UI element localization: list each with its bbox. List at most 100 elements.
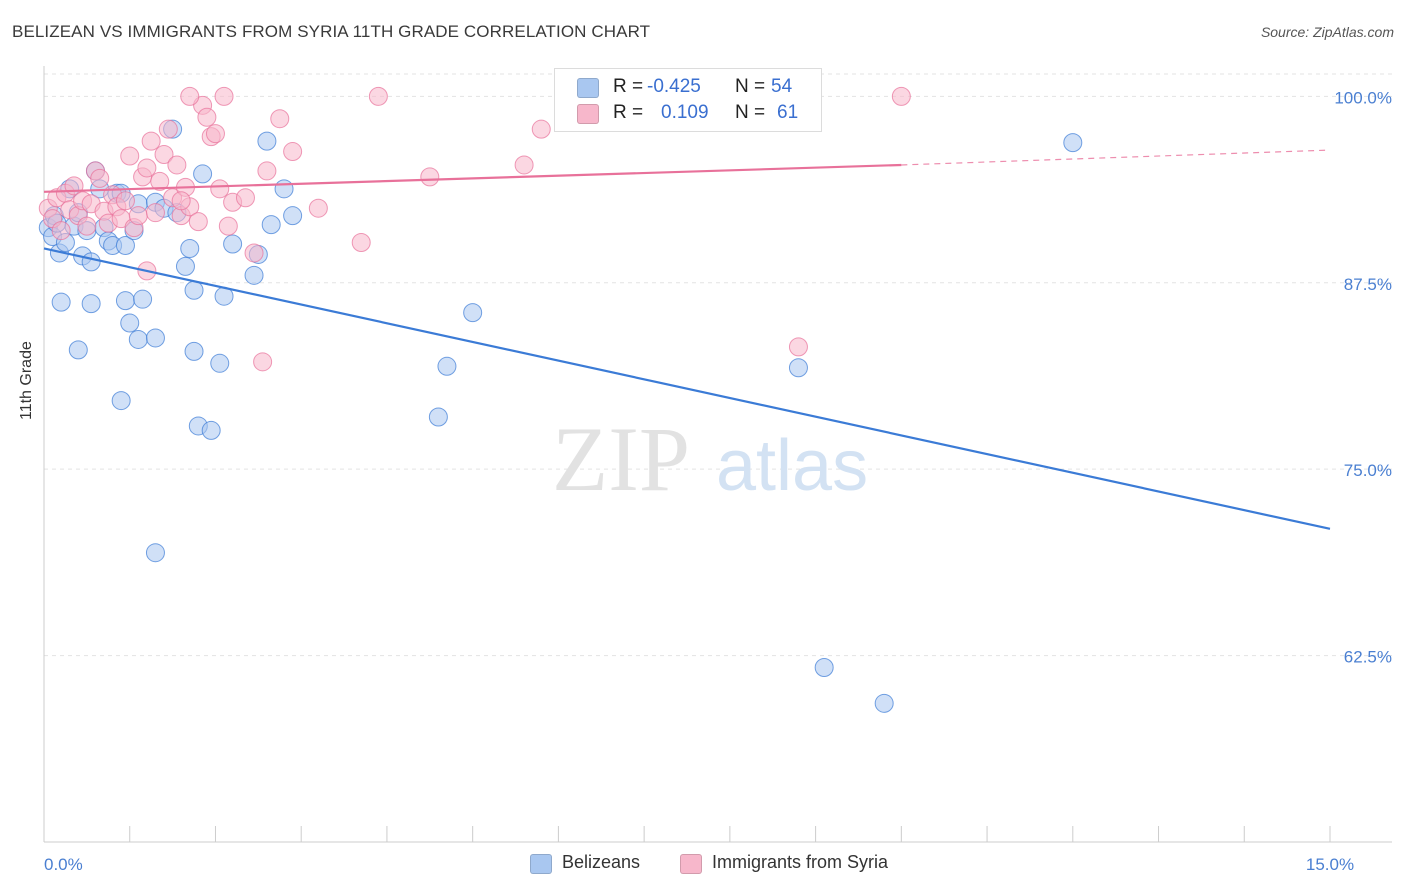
point-syria (137, 158, 157, 178)
point-syria (171, 191, 191, 211)
point-belizeans (145, 328, 165, 348)
point-syria (257, 161, 277, 181)
y-tick-label: 75.0% (1344, 461, 1392, 480)
legend-swatch-belizeans (530, 854, 552, 874)
point-syria (270, 109, 290, 129)
trend-line-syria-extension (901, 149, 1331, 166)
point-syria (218, 216, 238, 236)
point-syria (235, 188, 255, 208)
legend-n-label: N = (735, 102, 766, 123)
point-syria (210, 179, 230, 199)
point-belizeans (874, 693, 894, 713)
point-belizeans (788, 358, 808, 378)
point-belizeans (145, 543, 165, 563)
point-belizeans (115, 235, 135, 255)
point-syria (205, 124, 225, 144)
point-belizeans (128, 329, 148, 349)
watermark-zip: ZIP (552, 408, 690, 510)
point-syria (115, 191, 135, 211)
point-belizeans (184, 280, 204, 300)
trend-line-syria (43, 163, 902, 193)
point-belizeans (261, 215, 281, 235)
tick-labels: 100.0% 87.5% 75.0% 62.5% 0.0% 15.0% (44, 88, 1392, 874)
point-belizeans (115, 291, 135, 311)
point-belizeans (463, 303, 483, 323)
point-syria (154, 145, 174, 165)
point-belizeans (223, 234, 243, 254)
point-syria (308, 198, 328, 218)
legend-n-value: 54 (771, 76, 793, 97)
point-syria (77, 216, 97, 236)
point-belizeans (120, 313, 140, 333)
point-belizeans (81, 252, 101, 272)
legend-r-label: R = (613, 102, 644, 123)
source-label: Source: ZipAtlas.com (1260, 24, 1394, 40)
legend-swatch-syria (577, 104, 599, 124)
watermark-atlas: atlas (716, 426, 868, 506)
axes (43, 66, 1392, 843)
point-syria (51, 221, 71, 241)
legend-label-belizeans: Belizeans (562, 852, 641, 872)
legend-r-value: -0.425 (647, 76, 701, 97)
point-syria (167, 155, 187, 175)
point-syria (420, 167, 440, 187)
point-belizeans (244, 265, 264, 285)
legend-swatch-syria (680, 854, 702, 874)
point-syria (145, 203, 165, 223)
y-axis-label: 11th Grade (18, 341, 35, 420)
point-syria (891, 86, 911, 106)
legend-row-syria: R = 0.109 N = 61 (555, 102, 821, 126)
point-belizeans (175, 256, 195, 276)
point-belizeans (193, 164, 213, 184)
point-belizeans (210, 353, 230, 373)
point-belizeans (428, 407, 448, 427)
legend-row-belizeans: R = -0.425 N = 54 (555, 76, 821, 100)
data-points (38, 86, 1083, 713)
stats-legend: R = -0.425 N = 54 R = 0.109 N = 61 (554, 68, 822, 132)
legend-label-syria: Immigrants from Syria (712, 852, 889, 872)
point-syria (368, 86, 388, 106)
point-belizeans (81, 294, 101, 314)
point-belizeans (201, 420, 221, 440)
point-belizeans (437, 356, 457, 376)
point-syria (188, 212, 208, 232)
legend-n-label: N = (735, 76, 766, 97)
y-tick-label: 87.5% (1344, 275, 1392, 294)
y-tick-label: 100.0% (1334, 88, 1392, 107)
legend-n-value: 61 (777, 102, 799, 123)
point-belizeans (814, 658, 834, 678)
trend-lines (43, 149, 1331, 530)
point-syria (531, 119, 551, 139)
point-syria (253, 352, 273, 372)
point-belizeans (68, 340, 88, 360)
point-belizeans (257, 131, 277, 151)
point-syria (514, 155, 534, 175)
legend-r-label: R = (613, 76, 644, 97)
trend-line-belizeans (43, 247, 1331, 530)
point-syria (128, 206, 148, 226)
chart-title: BELIZEAN VS IMMIGRANTS FROM SYRIA 11TH G… (12, 22, 651, 41)
x-tick-label: 15.0% (1306, 855, 1354, 874)
x-tick-label: 0.0% (44, 855, 83, 874)
point-syria (120, 146, 140, 166)
point-belizeans (111, 391, 131, 411)
watermark: ZIP atlas (552, 408, 868, 510)
point-belizeans (184, 341, 204, 361)
y-tick-label: 62.5% (1344, 648, 1392, 667)
point-syria (351, 233, 371, 253)
point-belizeans (133, 289, 153, 309)
point-syria (197, 107, 217, 127)
point-belizeans (1063, 133, 1083, 153)
point-syria (244, 243, 264, 263)
point-belizeans (283, 206, 303, 226)
point-syria (150, 171, 170, 191)
grid (44, 73, 1392, 657)
point-syria (141, 131, 161, 151)
point-syria (214, 86, 234, 106)
point-belizeans (51, 292, 71, 312)
point-syria (180, 86, 200, 106)
point-syria (90, 168, 110, 188)
point-syria (788, 337, 808, 357)
point-belizeans (274, 179, 294, 199)
